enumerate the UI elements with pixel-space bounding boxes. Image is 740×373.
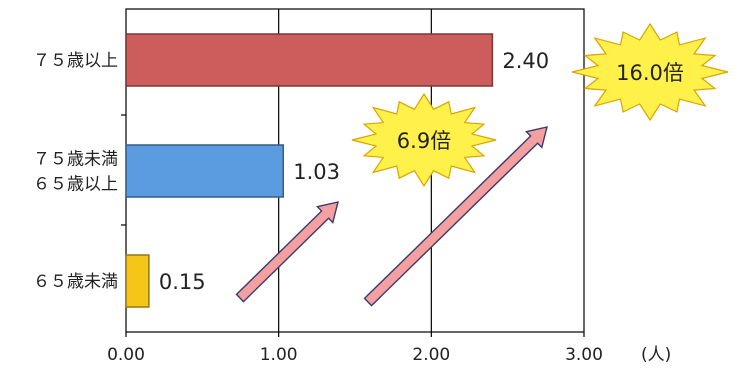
bar-value-label: 1.03 [293,160,340,184]
growth-arrows [235,126,548,307]
category-label: ７５歳未満 [33,150,118,170]
bar [125,144,284,198]
category-label: ６５歳以上 [33,175,118,195]
labels: 0.00 1.00 2.00 3.00 (人) 2.40 ７５歳以上 1.03 ７５歳未満 ６５歳… [33,49,671,365]
ratio-callouts: 6.9倍 16.0倍 [351,22,729,188]
category-label: ６５歳未満 [33,272,118,292]
growth-arrow [235,201,339,303]
ratio-label: 16.0倍 [616,61,684,85]
bar-value-label: 0.15 [159,270,206,294]
category-label: ７５歳以上 [33,51,118,71]
ratio-label: 6.9倍 [397,129,451,153]
starburst-callout [571,22,729,122]
x-tick-label: 1.00 [260,345,298,365]
starburst-callout [351,92,497,188]
bar [125,33,494,87]
x-tick-label: 3.00 [565,345,603,365]
bar [125,254,150,308]
bar-value-label: 2.40 [502,49,549,73]
growth-arrow [363,126,548,307]
x-tick-label: 0.00 [107,345,145,365]
x-tick-label: 2.00 [412,345,450,365]
x-unit-label: (人) [641,345,671,365]
bars [125,33,494,308]
